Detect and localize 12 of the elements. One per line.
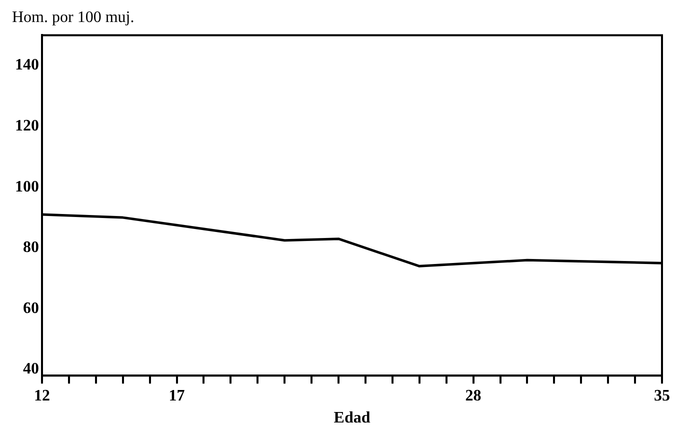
x-tick-label: 17 (168, 387, 185, 404)
y-tick-label: 100 (15, 178, 39, 196)
y-tick-label: 140 (15, 56, 39, 74)
x-axis-title: Edad (334, 410, 370, 427)
y-tick-label: 80 (23, 239, 39, 256)
x-tick-label: 12 (34, 387, 50, 404)
y-tick-label: 40 (23, 360, 39, 378)
x-tick-label: 35 (654, 387, 670, 404)
x-tick-label: 28 (465, 387, 482, 404)
y-axis-title: Hom. por 100 muj. (12, 8, 134, 26)
y-tick-label: 60 (23, 300, 39, 317)
y-tick-label: 120 (15, 118, 39, 135)
